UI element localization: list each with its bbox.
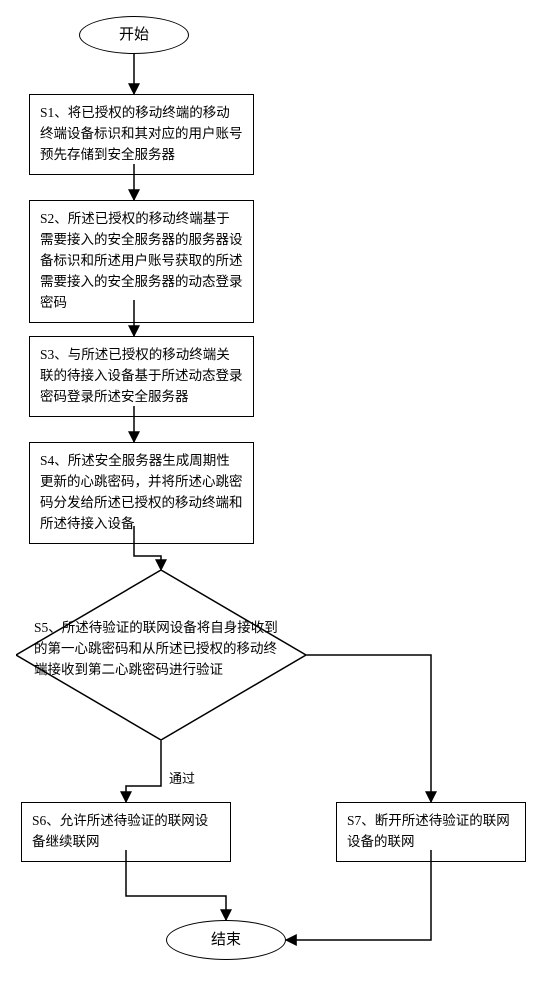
decision-s5: S5、所述待验证的联网设备将自身接收到的第一心跳密码和从所述已授权的移动终端接收… (16, 570, 306, 740)
flowchart-canvas: 开始 S1、将已授权的移动终端的移动终端设备标识和其对应的用户账号预先存储到安全… (16, 16, 531, 984)
start-node: 开始 (79, 16, 189, 54)
process-s2-text: S2、所述已授权的移动终端基于需要接入的安全服务器的服务器设备标识和所述用户账号… (40, 211, 243, 310)
start-label: 开始 (119, 28, 149, 43)
process-s2: S2、所述已授权的移动终端基于需要接入的安全服务器的服务器设备标识和所述用户账号… (29, 200, 254, 323)
process-s1: S1、将已授权的移动终端的移动终端设备标识和其对应的用户账号预先存储到安全服务器 (29, 94, 254, 175)
process-s6: S6、允许所述待验证的联网设备继续联网 (21, 802, 231, 862)
process-s6-text: S6、允许所述待验证的联网设备继续联网 (32, 813, 208, 849)
process-s4-text: S4、所述安全服务器生成周期性更新的心跳密码，并将所述心跳密码分发给所述已授权的… (40, 453, 243, 531)
process-s1-text: S1、将已授权的移动终端的移动终端设备标识和其对应的用户账号预先存储到安全服务器 (40, 105, 243, 162)
process-s7: S7、断开所述待验证的联网设备的联网 (336, 802, 526, 862)
process-s7-text: S7、断开所述待验证的联网设备的联网 (347, 813, 510, 849)
process-s3: S3、与所述已授权的移动终端关联的待接入设备基于所述动态登录密码登录所述安全服务… (29, 336, 254, 417)
process-s3-text: S3、与所述已授权的移动终端关联的待接入设备基于所述动态登录密码登录所述安全服务… (40, 347, 243, 404)
process-s4: S4、所述安全服务器生成周期性更新的心跳密码，并将所述心跳密码分发给所述已授权的… (29, 442, 254, 544)
end-node: 结束 (166, 920, 286, 960)
end-label: 结束 (211, 933, 241, 948)
edge-label-pass: 通过 (169, 768, 195, 787)
decision-s5-text: S5、所述待验证的联网设备将自身接收到的第一心跳密码和从所述已授权的移动终端接收… (34, 618, 288, 681)
